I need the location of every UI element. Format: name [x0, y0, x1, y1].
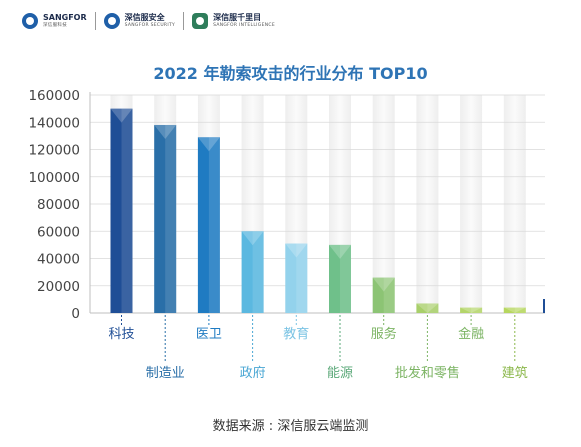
bar-0 — [110, 108, 133, 313]
y-tick-label: 80000 — [37, 197, 80, 213]
bar-highlight — [514, 307, 526, 313]
bar-cap — [329, 244, 351, 259]
logo-name: 深信服千里目 — [213, 12, 262, 22]
chart-title: 2022 年勒索攻击的行业分布 TOP10 — [153, 64, 428, 83]
y-tick-label: 140000 — [28, 115, 80, 131]
shield-logo-icon — [103, 13, 120, 29]
logo-sub: SANGFOR SECURITY — [124, 22, 176, 28]
bar-4 — [285, 243, 308, 313]
bar-5 — [329, 244, 351, 313]
y-tick-label: 120000 — [28, 143, 80, 159]
source-note: 数据来源 : 深信服云端监测 — [212, 419, 369, 434]
bar-highlight — [208, 137, 220, 313]
bar-highlight — [383, 277, 395, 313]
logo-sub: SANGFOR INTELLIGENCE — [213, 22, 275, 28]
bar-8 — [460, 307, 483, 313]
bar-highlight — [165, 124, 177, 313]
logo-bar: SANGFOR 深信服科技 深信服安全 SANGFOR SECURITY 深信服… — [22, 12, 275, 30]
x-category-label: 金融 — [458, 326, 484, 342]
bar-2 — [197, 137, 220, 313]
eye-logo-icon — [192, 13, 209, 29]
bar-cap — [110, 108, 133, 123]
y-tick-label: 160000 — [28, 88, 80, 104]
y-tick-label: 20000 — [37, 279, 80, 295]
logo-divider — [183, 12, 185, 30]
x-category-label: 政府 — [240, 366, 266, 381]
logo-sub: 深信服科技 — [43, 22, 67, 28]
bar-cap — [285, 243, 308, 258]
bar-cap — [241, 231, 264, 246]
logo-name: 深信服安全 — [124, 12, 165, 22]
sangfor-logo: SANGFOR 深信服科技 — [22, 13, 87, 29]
bar-1 — [154, 124, 177, 313]
bar-cap — [197, 137, 220, 152]
x-category-label: 服务 — [371, 326, 397, 342]
x-category-label: 教育 — [283, 326, 309, 342]
sangfor-logo-icon — [22, 13, 38, 29]
bar-9 — [503, 307, 526, 313]
x-category-label: 制造业 — [146, 366, 185, 381]
x-category-label: 建筑 — [502, 365, 528, 381]
bar-cap — [460, 307, 483, 313]
bar-cap — [503, 307, 526, 313]
bar-cap — [154, 124, 177, 139]
sangfor-intelligence-logo: 深信服千里目 SANGFOR INTELLIGENCE — [192, 13, 275, 29]
x-category-label: 能源 — [327, 366, 353, 381]
bar-cap — [416, 303, 439, 313]
y-tick-label: 100000 — [28, 170, 80, 186]
bar-cap — [372, 277, 395, 292]
bar-highlight — [252, 231, 264, 313]
logo-divider — [94, 12, 96, 30]
bar-highlight — [296, 243, 308, 313]
bar-highlight — [471, 307, 483, 313]
x-category-label: 医卫 — [196, 327, 222, 342]
x-category-label: 批发和零售 — [395, 365, 460, 381]
bar-3 — [241, 231, 264, 313]
y-tick-label: 0 — [71, 306, 80, 322]
bar-highlight — [340, 244, 351, 313]
y-tick-label: 40000 — [37, 252, 80, 268]
logo-name: SANGFOR — [43, 12, 87, 22]
bar-6 — [372, 277, 395, 313]
x-category-label: 科技 — [108, 327, 134, 342]
sangfor-security-logo: 深信服安全 SANGFOR SECURITY — [103, 12, 176, 29]
bar-7 — [416, 303, 439, 313]
bar-highlight — [427, 303, 439, 313]
bar-highlight — [121, 108, 133, 313]
y-tick-label: 60000 — [37, 224, 80, 240]
